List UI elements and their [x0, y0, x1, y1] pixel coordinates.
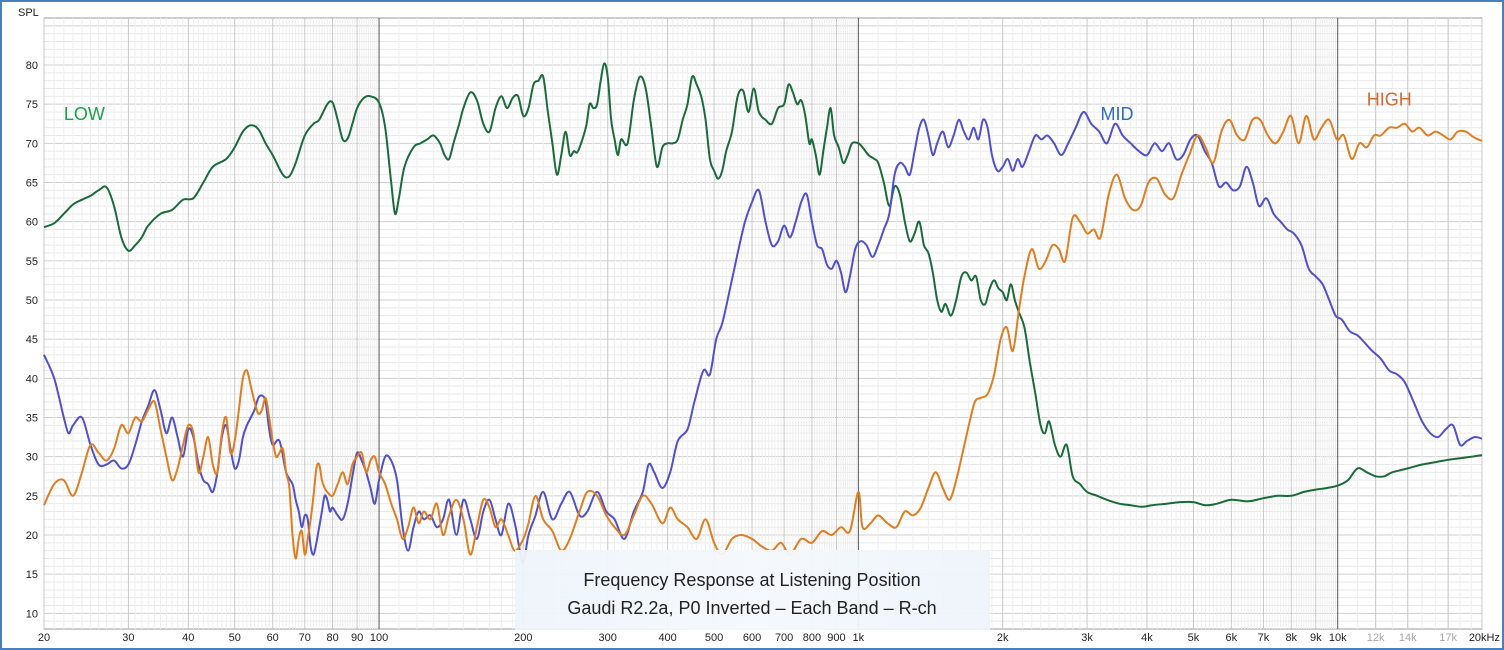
series-line-mid: [43, 111, 1483, 564]
series-line-high: [43, 114, 1483, 560]
chart-subtitle: Gaudi R2.2a, P0 Inverted – Each Band – R…: [567, 598, 936, 618]
x-tick-label: 600: [743, 632, 761, 644]
x-tick-label: 90: [351, 632, 363, 644]
x-tick-label: 1k: [853, 632, 865, 644]
x-tick-label: 40: [182, 632, 194, 644]
y-axis: 10 15 20 25 30 35 40 45 50 55 60 65 70 75 80: [26, 60, 38, 620]
series-label-low: LOW: [64, 104, 105, 124]
y-tick-label: 70: [26, 138, 38, 150]
x-tick-label: 5k: [1188, 632, 1200, 644]
grid: [43, 18, 1483, 629]
y-tick-label: 80: [26, 60, 38, 72]
x-tick-label: 20kHz: [1469, 632, 1500, 644]
x-tick-label: 9k: [1310, 632, 1322, 644]
x-tick-label: 50: [229, 632, 241, 644]
x-tick-label: 14k: [1399, 632, 1417, 644]
x-tick-label: 8k: [1285, 632, 1297, 644]
x-tick-label: 3k: [1081, 632, 1093, 644]
x-tick-label: 900: [827, 632, 845, 644]
y-tick-label: 55: [26, 256, 38, 268]
x-tick-label: 300: [599, 632, 617, 644]
x-tick-label: 70: [299, 632, 311, 644]
y-tick-label: 25: [26, 491, 38, 503]
series-label-high: HIGH: [1367, 90, 1412, 110]
caption-background: [515, 550, 990, 630]
y-tick-label: 45: [26, 334, 38, 346]
x-tick-label: 20: [38, 632, 50, 644]
x-tick-label: 12k: [1367, 632, 1385, 644]
x-tick-label: 200: [514, 632, 532, 644]
x-tick-label: 100: [370, 632, 388, 644]
x-tick-label: 400: [658, 632, 676, 644]
y-tick-label: 50: [26, 295, 38, 307]
x-axis: 20 30 40 50 60 70 80 90 100 200 300 400 500 600 700 800…: [38, 632, 1500, 644]
series-line-low: [43, 62, 1483, 508]
x-tick-label: 4k: [1141, 632, 1153, 644]
x-tick-label: 80: [326, 632, 338, 644]
y-tick-label: 75: [26, 99, 38, 111]
series-group: LOW MID HIGH: [43, 62, 1483, 564]
x-tick-label: 30: [122, 632, 134, 644]
x-tick-label: 2k: [997, 632, 1009, 644]
x-tick-label: 6k: [1226, 632, 1238, 644]
y-tick-label: 30: [26, 452, 38, 464]
x-tick-label: 60: [267, 632, 279, 644]
x-tick-label: 17k: [1439, 632, 1457, 644]
y-axis-label: SPL: [18, 7, 39, 19]
y-tick-label: 60: [26, 217, 38, 229]
series-label-mid: MID: [1101, 104, 1134, 124]
x-tick-label: 800: [803, 632, 821, 644]
y-tick-label: 10: [26, 608, 38, 620]
x-tick-label: 700: [775, 632, 793, 644]
x-tick-label: 10k: [1329, 632, 1347, 644]
caption-box: Frequency Response at Listening Position…: [515, 550, 990, 630]
y-tick-label: 65: [26, 178, 38, 190]
y-tick-label: 40: [26, 373, 38, 385]
y-tick-label: 15: [26, 569, 38, 581]
x-tick-label: 500: [705, 632, 723, 644]
chart-title: Frequency Response at Listening Position: [583, 570, 920, 590]
y-tick-label: 20: [26, 530, 38, 542]
y-tick-label: 35: [26, 413, 38, 425]
x-tick-label: 7k: [1258, 632, 1270, 644]
